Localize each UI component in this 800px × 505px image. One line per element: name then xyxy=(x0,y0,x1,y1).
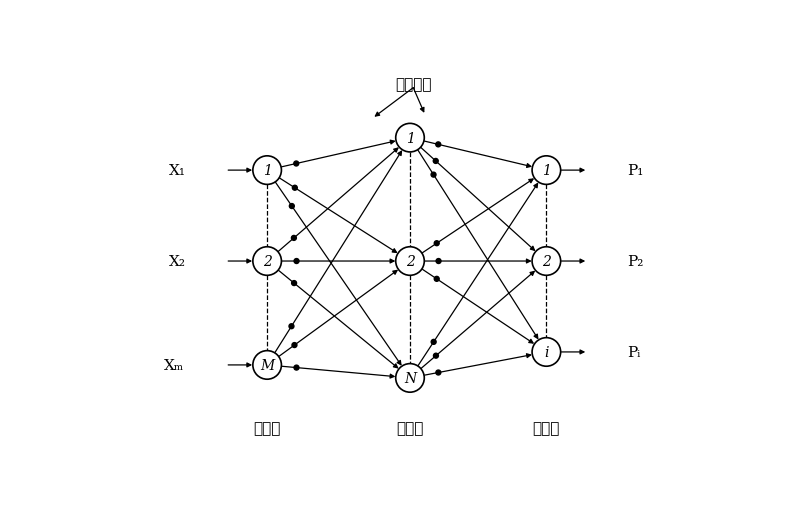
Text: Pᵢ: Pᵢ xyxy=(627,345,641,359)
Circle shape xyxy=(294,366,299,370)
Circle shape xyxy=(291,236,296,241)
Text: i: i xyxy=(544,345,549,359)
Circle shape xyxy=(292,186,298,191)
Text: 2: 2 xyxy=(542,255,551,269)
Circle shape xyxy=(434,277,439,282)
Text: 1: 1 xyxy=(406,131,414,145)
Circle shape xyxy=(396,364,424,392)
Text: P₁: P₁ xyxy=(627,164,644,178)
Text: 2: 2 xyxy=(406,255,414,269)
Circle shape xyxy=(436,370,441,375)
Text: 隐含层: 隐含层 xyxy=(396,420,424,435)
Text: X₁: X₁ xyxy=(169,164,186,178)
Circle shape xyxy=(253,157,282,185)
Circle shape xyxy=(436,259,441,264)
Text: 输入层: 输入层 xyxy=(254,420,281,435)
Text: P₂: P₂ xyxy=(627,255,644,269)
Circle shape xyxy=(434,241,439,246)
Circle shape xyxy=(289,324,294,329)
Circle shape xyxy=(532,338,561,367)
Circle shape xyxy=(294,259,299,264)
Circle shape xyxy=(532,157,561,185)
Text: N: N xyxy=(404,371,416,385)
Circle shape xyxy=(396,124,424,153)
Circle shape xyxy=(431,340,436,344)
Text: X₂: X₂ xyxy=(169,255,186,269)
Circle shape xyxy=(292,343,297,348)
Circle shape xyxy=(436,142,441,147)
Circle shape xyxy=(294,162,298,167)
Circle shape xyxy=(431,173,436,178)
Circle shape xyxy=(434,159,438,164)
Circle shape xyxy=(253,351,282,379)
Text: M: M xyxy=(260,358,274,372)
Circle shape xyxy=(253,247,282,276)
Circle shape xyxy=(290,204,294,209)
Circle shape xyxy=(396,247,424,276)
Text: 输出层: 输出层 xyxy=(533,420,560,435)
Circle shape xyxy=(292,281,297,286)
Text: 1: 1 xyxy=(542,164,551,178)
Text: Xₘ: Xₘ xyxy=(164,358,184,372)
Text: 2: 2 xyxy=(262,255,271,269)
Text: 1: 1 xyxy=(262,164,271,178)
Circle shape xyxy=(434,354,438,359)
Circle shape xyxy=(532,247,561,276)
Text: 网络权値: 网络权値 xyxy=(395,77,431,92)
